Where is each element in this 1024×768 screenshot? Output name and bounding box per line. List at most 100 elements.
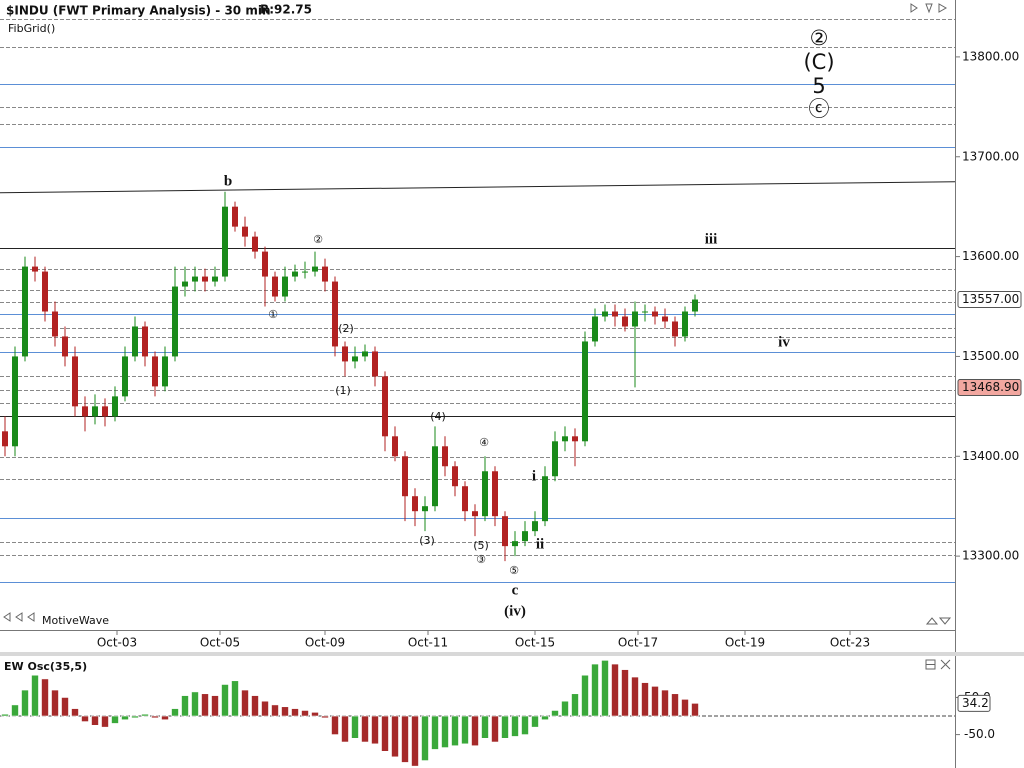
- candle-body: [52, 311, 58, 337]
- candle-body: [372, 351, 378, 377]
- osc-bar: [101, 715, 109, 728]
- wave-label: i: [532, 468, 536, 484]
- wave-label: ④: [479, 436, 489, 449]
- wave-label: iii: [705, 231, 718, 247]
- osc-bar: [201, 693, 209, 717]
- osc-bar: [611, 663, 619, 717]
- candle-body: [672, 321, 678, 337]
- candle-body: [492, 471, 498, 517]
- osc-bar: [131, 715, 139, 719]
- candle-body: [382, 376, 388, 437]
- candle-body: [502, 516, 508, 547]
- osc-bar: [141, 713, 149, 717]
- candle-body: [312, 266, 318, 272]
- osc-bar: [311, 712, 319, 717]
- wave-label: ①: [268, 308, 278, 321]
- candle-body: [572, 436, 578, 442]
- osc-marker: [957, 694, 991, 712]
- x-tick-label: Oct-05: [200, 636, 240, 650]
- candle-body: [562, 436, 568, 442]
- pane-divider: [0, 652, 1024, 656]
- candle-body: [432, 446, 438, 507]
- wave-label: 5: [812, 74, 825, 98]
- candle-body: [352, 356, 358, 362]
- osc-marker-label: 34.2: [962, 696, 989, 710]
- osc-bar: [291, 708, 299, 717]
- candle-body: [612, 311, 618, 317]
- x-tick-label: Oct-19: [725, 636, 765, 650]
- osc-bar: [351, 715, 359, 739]
- osc-bar: [471, 715, 479, 747]
- candle-body: [342, 346, 348, 362]
- osc-bar: [41, 678, 49, 717]
- chart-title: $INDU (FWT Primary Analysis) - 30 min: [6, 4, 271, 18]
- watermark: MotiveWave: [42, 614, 109, 627]
- osc-bar: [561, 700, 569, 717]
- price-marker: [957, 378, 1022, 396]
- nav-icons[interactable]: [3, 3, 952, 670]
- wave-label: ③: [476, 553, 486, 566]
- candle-body: [152, 356, 158, 387]
- candle-body: [592, 316, 598, 342]
- osc-bar: [631, 676, 639, 717]
- wave-label: (iv): [504, 603, 526, 619]
- osc-bar: [651, 686, 659, 717]
- osc-bar: [521, 715, 529, 735]
- candle-body: [2, 431, 8, 447]
- osc-bar: [121, 715, 129, 721]
- osc-bar: [671, 693, 679, 717]
- candle-body: [332, 281, 338, 347]
- price-marker-label: 13468.90: [962, 380, 1019, 394]
- candle-body: [82, 406, 88, 417]
- candle-body: [422, 506, 428, 512]
- candle-body: [392, 436, 398, 457]
- osc-title: EW Osc(35,5): [4, 660, 87, 673]
- candle-body: [252, 236, 258, 252]
- osc-bar: [551, 710, 559, 717]
- osc-bar: [31, 674, 39, 717]
- osc-bar: [231, 680, 239, 717]
- candle-body: [212, 276, 218, 282]
- x-tick-label: Oct-09: [305, 636, 345, 650]
- wave-label: ⑤: [509, 564, 519, 577]
- candle-body: [192, 276, 198, 282]
- x-tick-label: Oct-23: [830, 636, 870, 650]
- candle-body: [462, 486, 468, 512]
- osc-bar: [181, 695, 189, 717]
- candle-body: [532, 521, 538, 532]
- candle-body: [172, 286, 178, 357]
- candle-body: [662, 316, 668, 322]
- osc-bar: [11, 704, 19, 717]
- candle-body: [242, 226, 248, 237]
- osc-bar: [581, 674, 589, 717]
- osc-bar: [591, 663, 599, 717]
- osc-bar: [491, 715, 499, 743]
- candle-body: [92, 406, 98, 417]
- osc-bar: [51, 689, 59, 717]
- candle-body: [642, 311, 648, 313]
- osc-bar: [571, 693, 579, 717]
- candle-body: [472, 511, 478, 517]
- candle-body: [622, 316, 628, 327]
- x-tick-label: Oct-03: [97, 636, 137, 650]
- candle-body: [282, 276, 288, 297]
- wave-label: ⓒ: [809, 97, 830, 121]
- candle-body: [132, 326, 138, 357]
- osc-bar: [191, 691, 199, 717]
- indicator-label: FibGrid(): [8, 22, 55, 35]
- osc-bar: [451, 715, 459, 747]
- candle-body: [412, 496, 418, 512]
- candle-body: [12, 356, 18, 447]
- candle-body: [652, 311, 658, 317]
- osc-bar: [151, 715, 159, 719]
- y-tick-label: 13700.00: [962, 149, 1019, 163]
- y-tick-label: 13500.00: [962, 349, 1019, 363]
- candle-body: [112, 396, 118, 417]
- osc-bar: [541, 715, 549, 721]
- osc-bar: [371, 715, 379, 745]
- x-tick-label: Oct-11: [408, 636, 448, 650]
- osc-bar: [21, 689, 29, 717]
- osc-bar: [501, 715, 509, 739]
- osc-bar: [411, 715, 419, 767]
